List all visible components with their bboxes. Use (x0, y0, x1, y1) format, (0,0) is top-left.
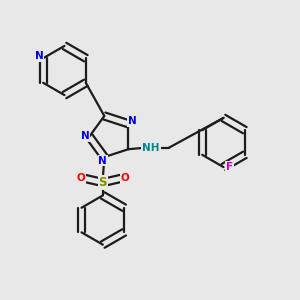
Text: N: N (80, 131, 89, 141)
Text: NH: NH (142, 143, 160, 153)
Text: S: S (99, 176, 107, 189)
Text: N: N (128, 116, 136, 126)
Text: O: O (120, 173, 129, 183)
Text: F: F (226, 162, 233, 172)
Text: N: N (34, 51, 43, 62)
Text: N: N (98, 156, 107, 166)
Text: O: O (76, 173, 85, 183)
